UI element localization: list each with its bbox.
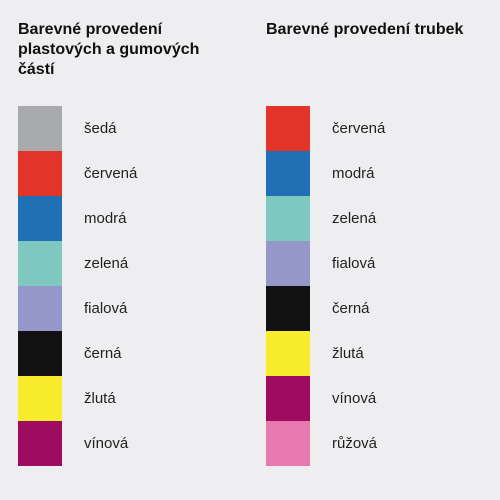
swatch-row: zelená — [18, 241, 234, 286]
swatch-label: černá — [310, 300, 370, 317]
right-column-title: Barevné provedení trubek — [266, 20, 482, 80]
swatch-row: žlutá — [266, 331, 482, 376]
swatch-row: šedá — [18, 106, 234, 151]
color-swatch — [266, 331, 310, 376]
swatch-row: vínová — [266, 376, 482, 421]
left-swatch-list: šedá červená modrá zelená fialová černá žlutá v… — [18, 106, 234, 466]
swatch-label: modrá — [62, 210, 127, 227]
color-swatch — [266, 286, 310, 331]
right-column: Barevné provedení trubek červená modrá zel… — [266, 20, 482, 466]
swatch-label: fialová — [62, 300, 127, 317]
color-swatch — [18, 196, 62, 241]
color-swatch — [266, 196, 310, 241]
color-swatch — [266, 421, 310, 466]
swatch-label: zelená — [310, 210, 376, 227]
swatch-label: černá — [62, 345, 122, 362]
swatch-row: červená — [18, 151, 234, 196]
legend-columns: Barevné provedení plastových a gumových … — [18, 20, 482, 466]
swatch-row: černá — [266, 286, 482, 331]
color-swatch — [18, 151, 62, 196]
swatch-label: růžová — [310, 435, 377, 452]
swatch-label: modrá — [310, 165, 375, 182]
swatch-row: fialová — [18, 286, 234, 331]
color-swatch — [18, 241, 62, 286]
swatch-row: černá — [18, 331, 234, 376]
color-swatch — [18, 331, 62, 376]
right-swatch-list: červená modrá zelená fialová černá žlutá vínov… — [266, 106, 482, 466]
swatch-row: žlutá — [18, 376, 234, 421]
swatch-row: fialová — [266, 241, 482, 286]
swatch-row: vínová — [18, 421, 234, 466]
left-column-title: Barevné provedení plastových a gumových … — [18, 20, 234, 80]
swatch-row: zelená — [266, 196, 482, 241]
swatch-row: růžová — [266, 421, 482, 466]
swatch-label: žlutá — [310, 345, 364, 362]
swatch-label: vínová — [62, 435, 128, 452]
left-column: Barevné provedení plastových a gumových … — [18, 20, 234, 466]
swatch-row: modrá — [266, 151, 482, 196]
swatch-row: modrá — [18, 196, 234, 241]
color-swatch — [266, 106, 310, 151]
color-swatch — [18, 376, 62, 421]
swatch-label: zelená — [62, 255, 128, 272]
swatch-label: vínová — [310, 390, 376, 407]
color-swatch — [18, 421, 62, 466]
swatch-label: žlutá — [62, 390, 116, 407]
color-swatch — [266, 151, 310, 196]
color-swatch — [266, 241, 310, 286]
swatch-label: červená — [310, 120, 385, 137]
color-swatch — [18, 286, 62, 331]
swatch-label: fialová — [310, 255, 375, 272]
swatch-label: červená — [62, 165, 137, 182]
swatch-label: šedá — [62, 120, 117, 137]
color-swatch — [18, 106, 62, 151]
swatch-row: červená — [266, 106, 482, 151]
color-swatch — [266, 376, 310, 421]
